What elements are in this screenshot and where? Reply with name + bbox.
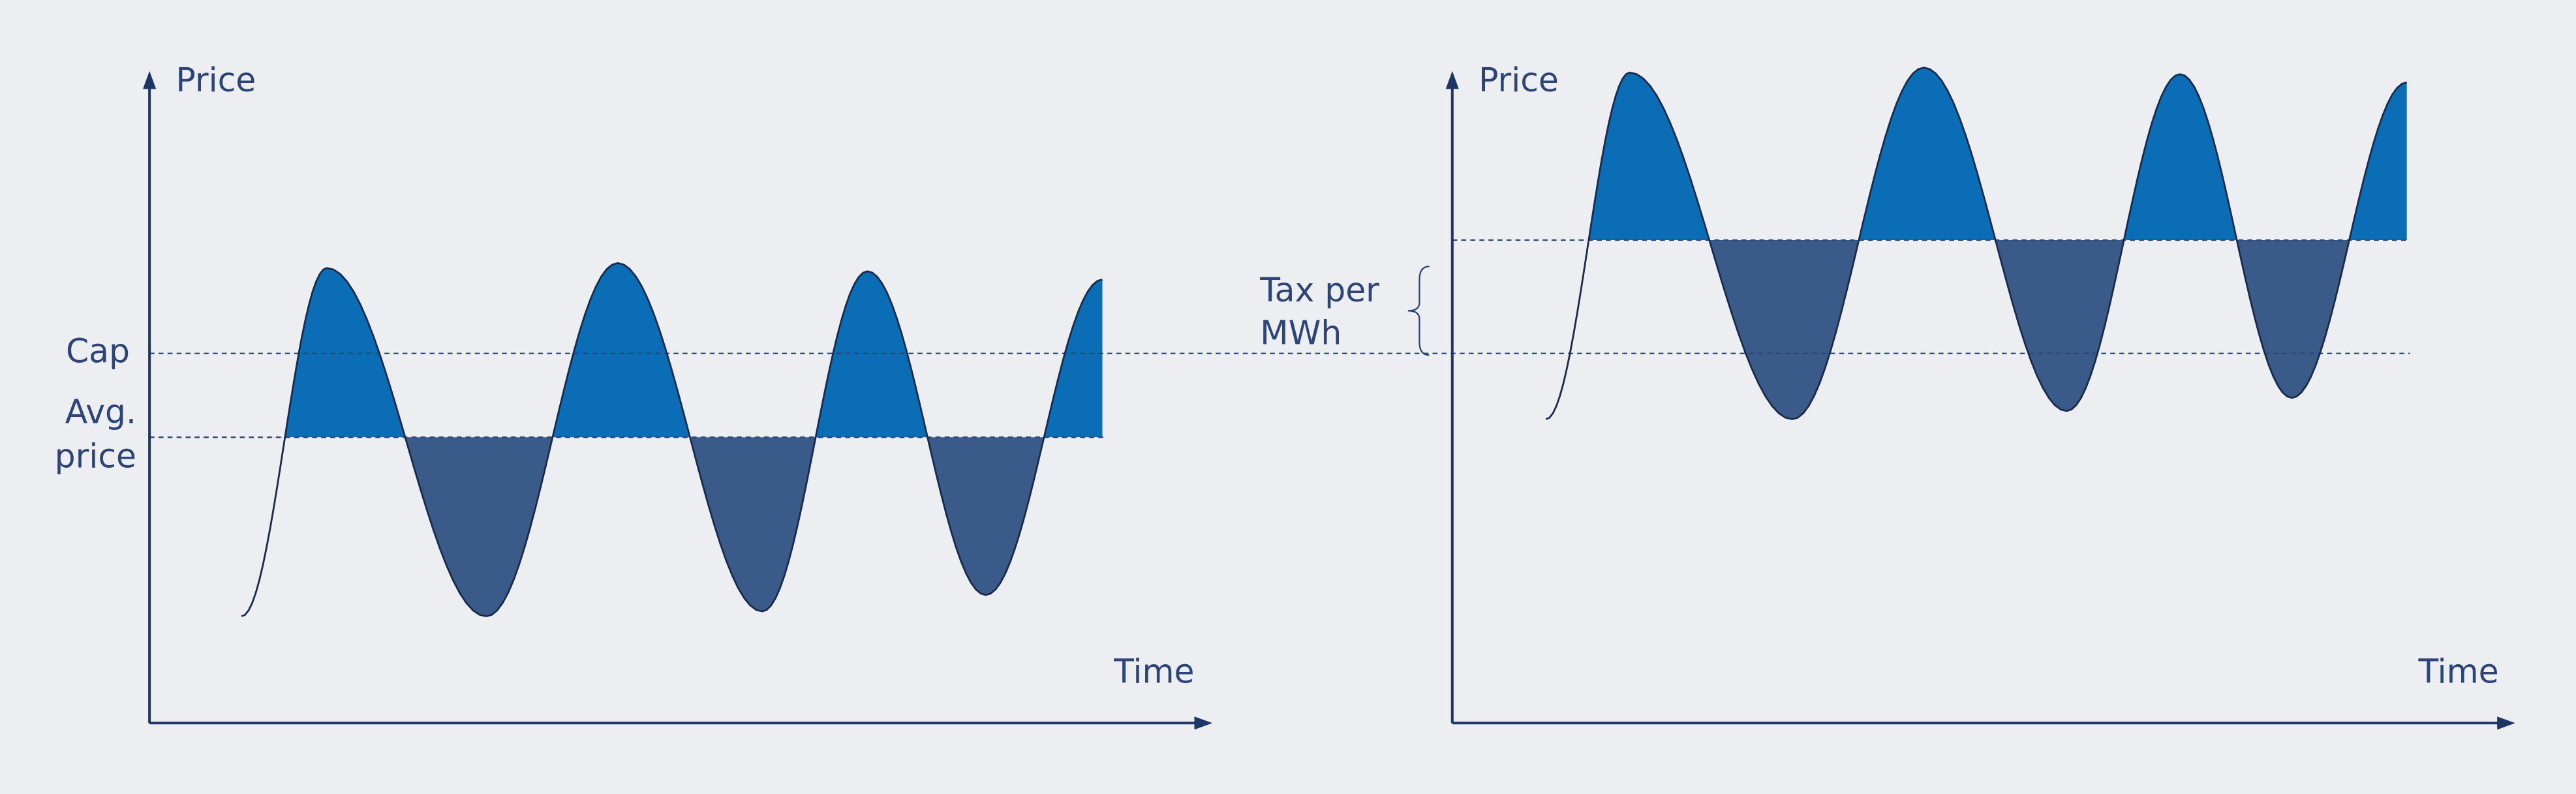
price-curve (1545, 67, 2408, 420)
avg-price-label: Avg. (65, 392, 136, 431)
y-axis-label: Price (1479, 61, 1559, 99)
right-axes (1445, 70, 2515, 730)
below-avg-area (1705, 240, 2365, 420)
above-avg-area (1572, 67, 2407, 241)
below-avg-area (401, 437, 1062, 617)
x-axis-label: Time (2417, 652, 2498, 690)
tax-brace (1407, 266, 1430, 356)
price-curve (241, 262, 1103, 618)
above-avg-area (266, 263, 1103, 438)
tax-label: Tax per (1259, 271, 1379, 309)
avg-price-label: price (55, 436, 136, 475)
cap-label: Cap (66, 331, 130, 370)
left-axes (143, 70, 1213, 730)
x-axis-label: Time (1113, 652, 1194, 690)
y-axis-label: Price (176, 61, 256, 99)
tax-label: MWh (1260, 314, 1342, 352)
